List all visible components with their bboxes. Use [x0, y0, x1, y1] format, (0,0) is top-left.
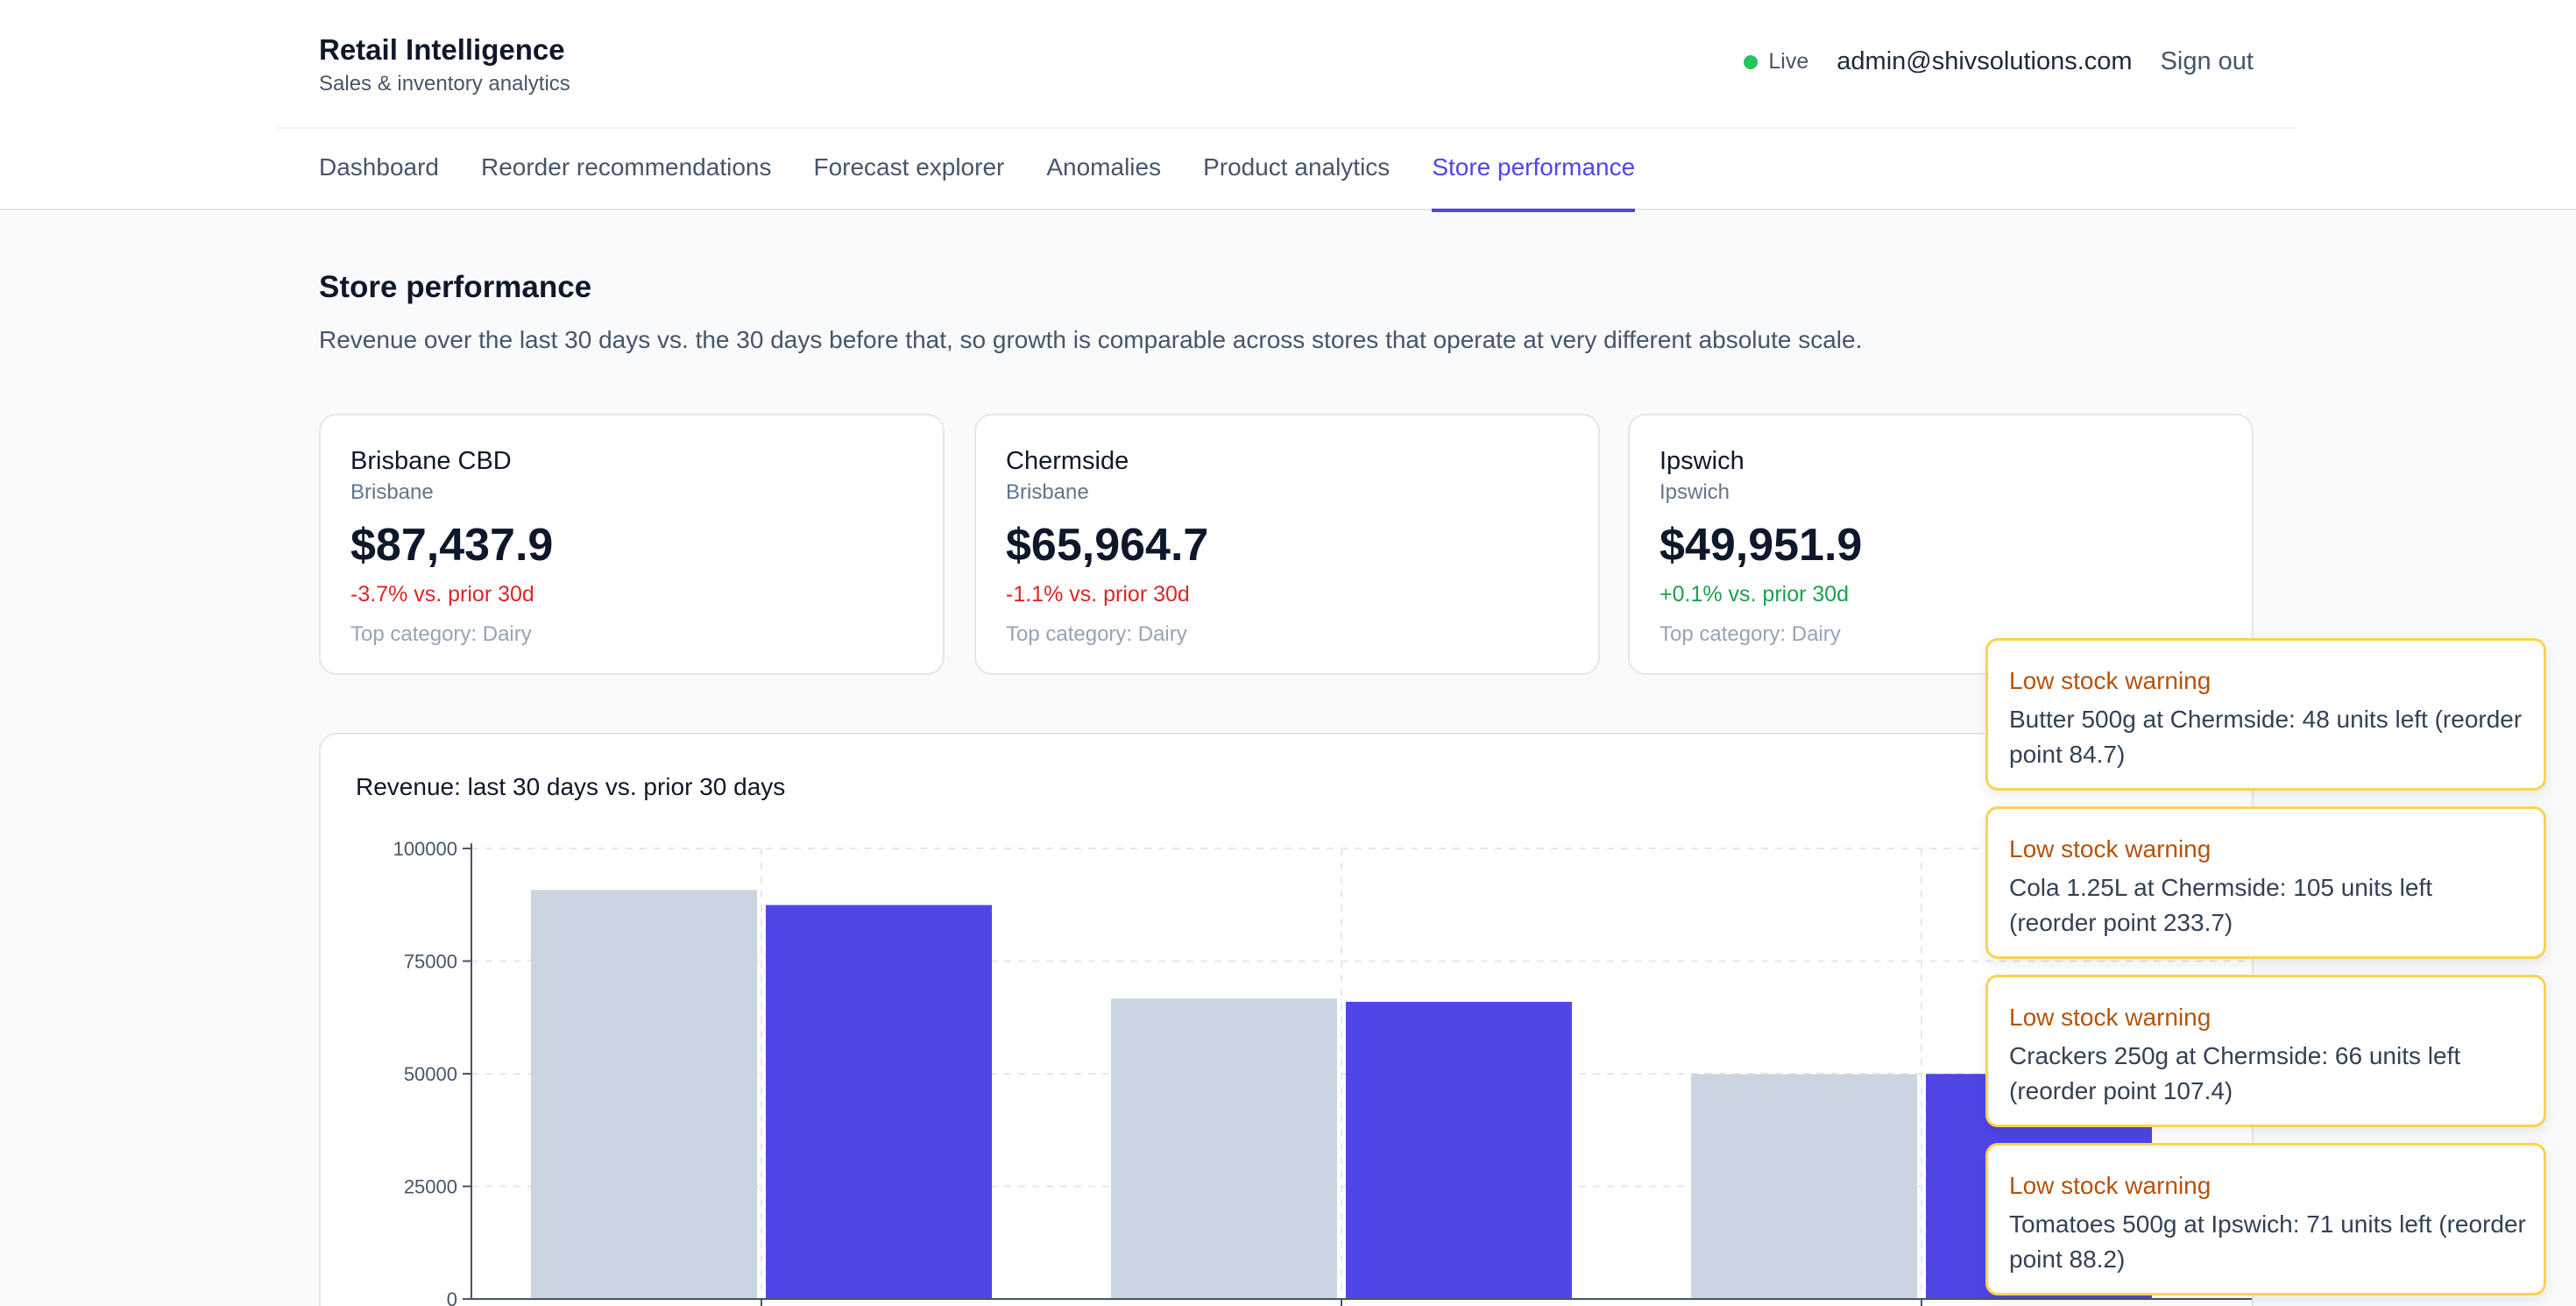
live-status-label: Live [1768, 49, 1809, 74]
store-top-category: Top category: Dairy [1660, 622, 1841, 646]
live-dot-icon [1744, 54, 1759, 69]
store-name: Chermside [1006, 447, 1129, 475]
live-status: Live [1744, 49, 1808, 75]
user-email: admin@shivsolutions.com [1836, 47, 2133, 75]
header-divider [275, 127, 2296, 129]
low-stock-toast[interactable]: Low stock warning Cola 1.25L at Chermsid… [1985, 806, 2546, 959]
store-growth: -1.1% vs. prior 30d [1006, 582, 1190, 607]
tab-reorder-recommendations[interactable]: Reorder recommendations [480, 153, 772, 181]
tab-store-performance[interactable]: Store performance [1432, 128, 1635, 212]
toast-message: Tomatoes 500g at Ipswich: 71 units left … [2009, 1210, 2526, 1273]
y-tick-label: 0 [447, 1288, 457, 1306]
y-tick-label: 25000 [404, 1176, 457, 1198]
tab-product-analytics[interactable]: Product analytics [1203, 153, 1391, 181]
toast-message: Cola 1.25L at Chermside: 105 units left … [2009, 874, 2433, 936]
store-name: Brisbane CBD [350, 447, 512, 475]
y-tick-label: 50000 [404, 1063, 457, 1085]
store-city: Ipswich [1660, 480, 1730, 504]
bar-prior-30d [531, 890, 757, 1299]
app-title: Retail Intelligence [319, 33, 565, 66]
store-growth: +0.1% vs. prior 30d [1660, 582, 1850, 607]
toast-title: Low stock warning [2009, 835, 2212, 862]
store-revenue: $49,951.9 [1660, 520, 1863, 571]
y-tick-label: 100000 [393, 838, 457, 860]
sign-out-button[interactable]: Sign out [2160, 47, 2254, 75]
toast-title: Low stock warning [2009, 667, 2212, 694]
header-actions: Live admin@shivsolutions.com Sign out [1744, 47, 2254, 76]
store-top-category: Top category: Dairy [350, 622, 532, 646]
bar-prior-30d [1691, 1074, 1917, 1299]
store-revenue: $87,437.9 [350, 520, 554, 571]
toast-title: Low stock warning [2009, 1004, 2212, 1031]
tab-dashboard[interactable]: Dashboard [319, 153, 439, 181]
app-subtitle: Sales & inventory analytics [319, 72, 570, 96]
low-stock-toast[interactable]: Low stock warning Crackers 250g at Cherm… [1985, 975, 2546, 1127]
page-description: Revenue over the last 30 days vs. the 30… [319, 326, 1863, 353]
store-name: Ipswich [1660, 447, 1744, 475]
toast-message: Butter 500g at Chermside: 48 units left … [2009, 706, 2523, 768]
store-card-chermside: Chermside Brisbane $65,964.7 -1.1% vs. p… [974, 414, 1600, 675]
toast-message: Crackers 250g at Chermside: 66 units lef… [2009, 1042, 2461, 1104]
page-title: Store performance [319, 270, 592, 304]
tab-forecast-explorer[interactable]: Forecast explorer [813, 153, 1005, 181]
toast-title: Low stock warning [2009, 1172, 2212, 1199]
app-header: Retail Intelligence Sales & inventory an… [0, 0, 2576, 212]
bar-last-30d [766, 905, 992, 1299]
store-card-brisbane-cbd: Brisbane CBD Brisbane $87,437.9 -3.7% vs… [319, 414, 945, 675]
store-revenue: $65,964.7 [1006, 520, 1209, 571]
y-tick-label: 75000 [404, 951, 457, 973]
low-stock-toast[interactable]: Low stock warning Tomatoes 500g at Ipswi… [1985, 1143, 2546, 1295]
store-card-ipswich: Ipswich Ipswich $49,951.9 +0.1% vs. prio… [1628, 414, 2254, 675]
chart-title: Revenue: last 30 days vs. prior 30 days [356, 773, 786, 800]
store-top-category: Top category: Dairy [1006, 622, 1187, 646]
store-city: Brisbane [1006, 480, 1089, 504]
main-nav: Dashboard Reorder recommendations Foreca… [319, 128, 1635, 212]
tab-anomalies[interactable]: Anomalies [1046, 153, 1162, 181]
low-stock-toast[interactable]: Low stock warning Butter 500g at Chermsi… [1985, 638, 2546, 791]
bar-last-30d [1346, 1001, 1572, 1299]
store-city: Brisbane [350, 480, 434, 504]
store-growth: -3.7% vs. prior 30d [350, 582, 534, 607]
revenue-chart-card: Revenue: last 30 days vs. prior 30 days … [319, 733, 2254, 1306]
revenue-bar-chart: 0 25000 50000 75000 100000 [393, 838, 2252, 1306]
bar-prior-30d [1111, 998, 1337, 1299]
